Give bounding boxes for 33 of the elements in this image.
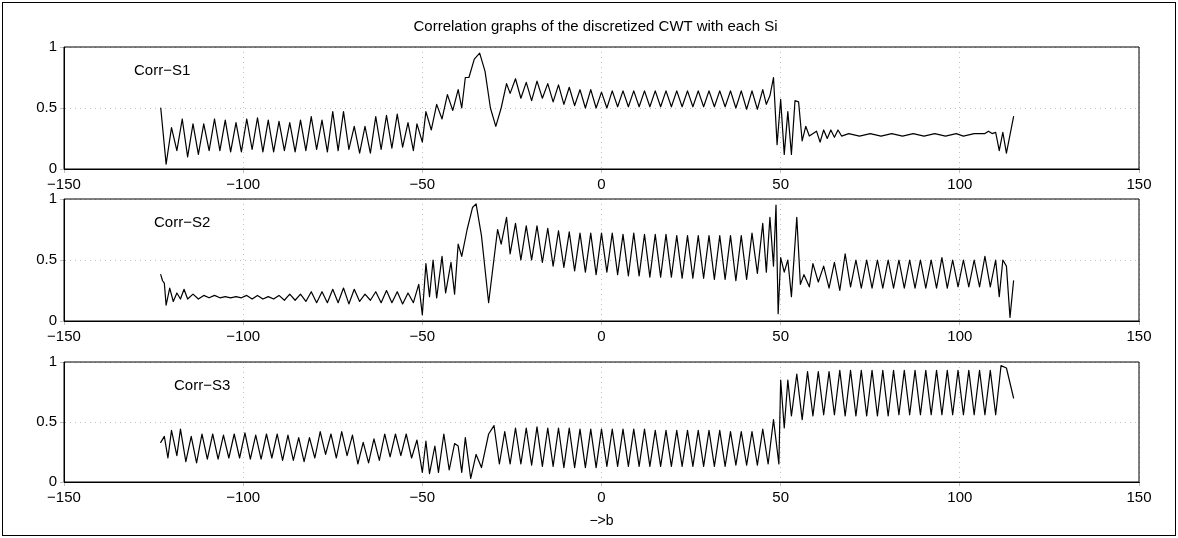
x-tick-label: −100 <box>226 175 261 193</box>
y-tick-label: 0.5 <box>36 250 57 268</box>
y-tick-label: 0.5 <box>36 412 57 430</box>
y-tick-label: 0 <box>48 159 57 177</box>
x-axis-title: −>b <box>589 512 614 529</box>
x-tick-label: 0 <box>597 327 606 345</box>
x-tick-label: −100 <box>226 327 261 345</box>
x-tick-label: −50 <box>409 175 436 193</box>
y-tick-label: 1 <box>48 37 57 55</box>
x-tick-label: 50 <box>772 175 790 193</box>
text: Corr−S2 <box>154 213 211 231</box>
x-tick-label: −50 <box>409 327 436 345</box>
x-tick-label: 150 <box>1126 327 1152 345</box>
y-tick-label: 1 <box>48 352 57 370</box>
y-tick-label: 0 <box>48 472 57 490</box>
x-tick-label: −150 <box>47 327 81 345</box>
x-tick-label: 0 <box>597 488 606 506</box>
x-tick-label: 150 <box>1126 175 1152 193</box>
text: Corr−S3 <box>174 376 231 394</box>
text: Corr−S1 <box>134 61 191 79</box>
y-tick-label: 0 <box>48 311 57 329</box>
x-tick-label: 100 <box>947 175 973 193</box>
x-tick-label: 150 <box>1126 488 1152 506</box>
x-tick-label: −100 <box>226 488 261 506</box>
x-tick-label: 100 <box>947 327 973 345</box>
y-tick-label: 0.5 <box>36 98 57 116</box>
x-tick-label: 50 <box>772 488 790 506</box>
x-tick-label: 0 <box>597 175 606 193</box>
chart-title: Correlation graphs of the discretized CWT with each Si <box>412 17 779 34</box>
x-tick-label: −150 <box>47 488 81 506</box>
x-tick-label: 50 <box>772 327 790 345</box>
x-tick-label: −50 <box>409 488 436 506</box>
x-tick-label: 100 <box>947 488 973 506</box>
